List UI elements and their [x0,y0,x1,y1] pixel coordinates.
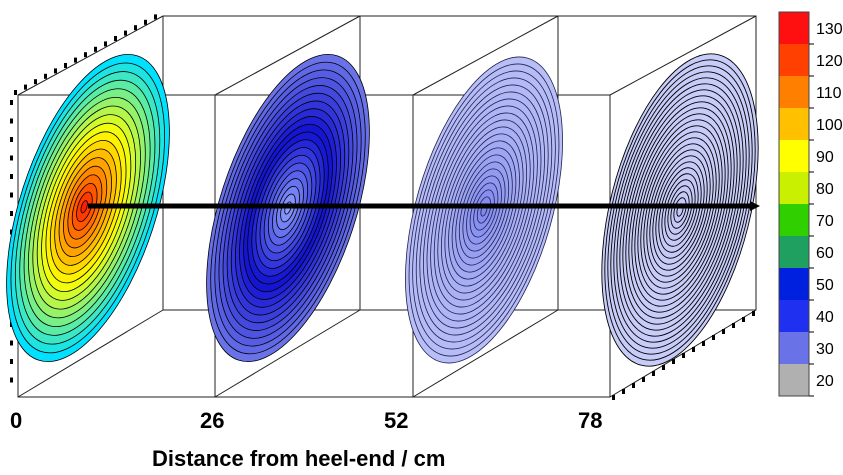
tick-mark [10,211,13,216]
tick-mark [34,79,37,85]
axis-title: Distance from heel-end / cm [152,446,445,471]
colorbar-label: 90 [816,149,834,166]
tick-mark [642,377,645,382]
tick-mark [742,317,745,322]
colorbar-segment [779,108,809,140]
tick-mark [722,329,725,334]
tick-mark [692,347,695,352]
distance-label-26: 26 [200,408,224,433]
tick-mark [10,377,13,383]
tick-mark [622,389,625,394]
tick-mark [114,36,117,41]
colorbar-label: 70 [816,213,834,230]
colorbar-segment [779,300,809,332]
colorbar-segment [779,140,809,172]
colorbar-label: 120 [816,53,843,70]
tick-mark [124,30,127,36]
tick-mark [10,100,13,105]
colorbar-segment [779,268,809,300]
tick-mark [632,383,635,388]
colorbar-segment [779,172,809,204]
tick-mark [672,359,675,364]
tick-mark [24,84,27,90]
colorbar-segment [779,44,809,76]
tick-mark [662,365,665,370]
tick-mark [10,174,13,179]
tick-mark [64,63,67,68]
tick-mark [652,371,655,376]
colorbar: 130 120 110 100 90 80 70 60 50 40 30 20 [778,11,843,397]
colorbar-segment [779,236,809,268]
tick-mark [10,118,13,124]
tick-mark [712,335,715,340]
tick-mark [74,57,77,63]
colorbar-label: 50 [816,277,834,294]
tick-mark [612,395,615,400]
tick-mark [752,311,755,316]
tick-mark [94,46,97,52]
colorbar-label: 110 [816,85,842,102]
tick-mark [682,353,685,358]
tick-mark [14,90,17,95]
tick-mark [44,73,47,79]
colorbar-segment [779,12,809,44]
colorbar-label: 100 [816,117,843,134]
tick-mark [10,359,13,364]
distance-labels: 0 26 52 78 [10,408,602,433]
colorbar-label: 60 [816,245,834,262]
tick-mark [54,68,57,74]
slice-52 [405,56,563,364]
colorbar-label: 130 [816,21,843,38]
slice-78 [601,53,759,367]
colorbar-segment [779,204,809,236]
tick-mark [732,323,735,328]
colorbar-label: 30 [816,341,834,358]
colorbar-label: 40 [816,309,834,326]
tick-mark [10,340,13,346]
colorbar-label: 20 [816,373,834,390]
tick-mark [702,341,705,346]
contour-band [80,200,88,214]
tick-mark [84,52,87,58]
colorbar-segment [779,364,809,396]
colorbar-segment [779,332,809,364]
tick-mark [10,192,13,198]
distance-label-52: 52 [384,408,408,433]
tick-mark [10,155,13,161]
tick-mark [144,19,147,25]
distance-label-0: 0 [10,408,22,433]
tick-mark [134,25,137,31]
colorbar-label: 80 [816,181,834,198]
colorbar-segment [779,76,809,108]
distance-label-78: 78 [578,408,602,433]
tick-mark [104,41,107,47]
tick-mark [10,137,13,142]
tick-mark [154,14,157,20]
